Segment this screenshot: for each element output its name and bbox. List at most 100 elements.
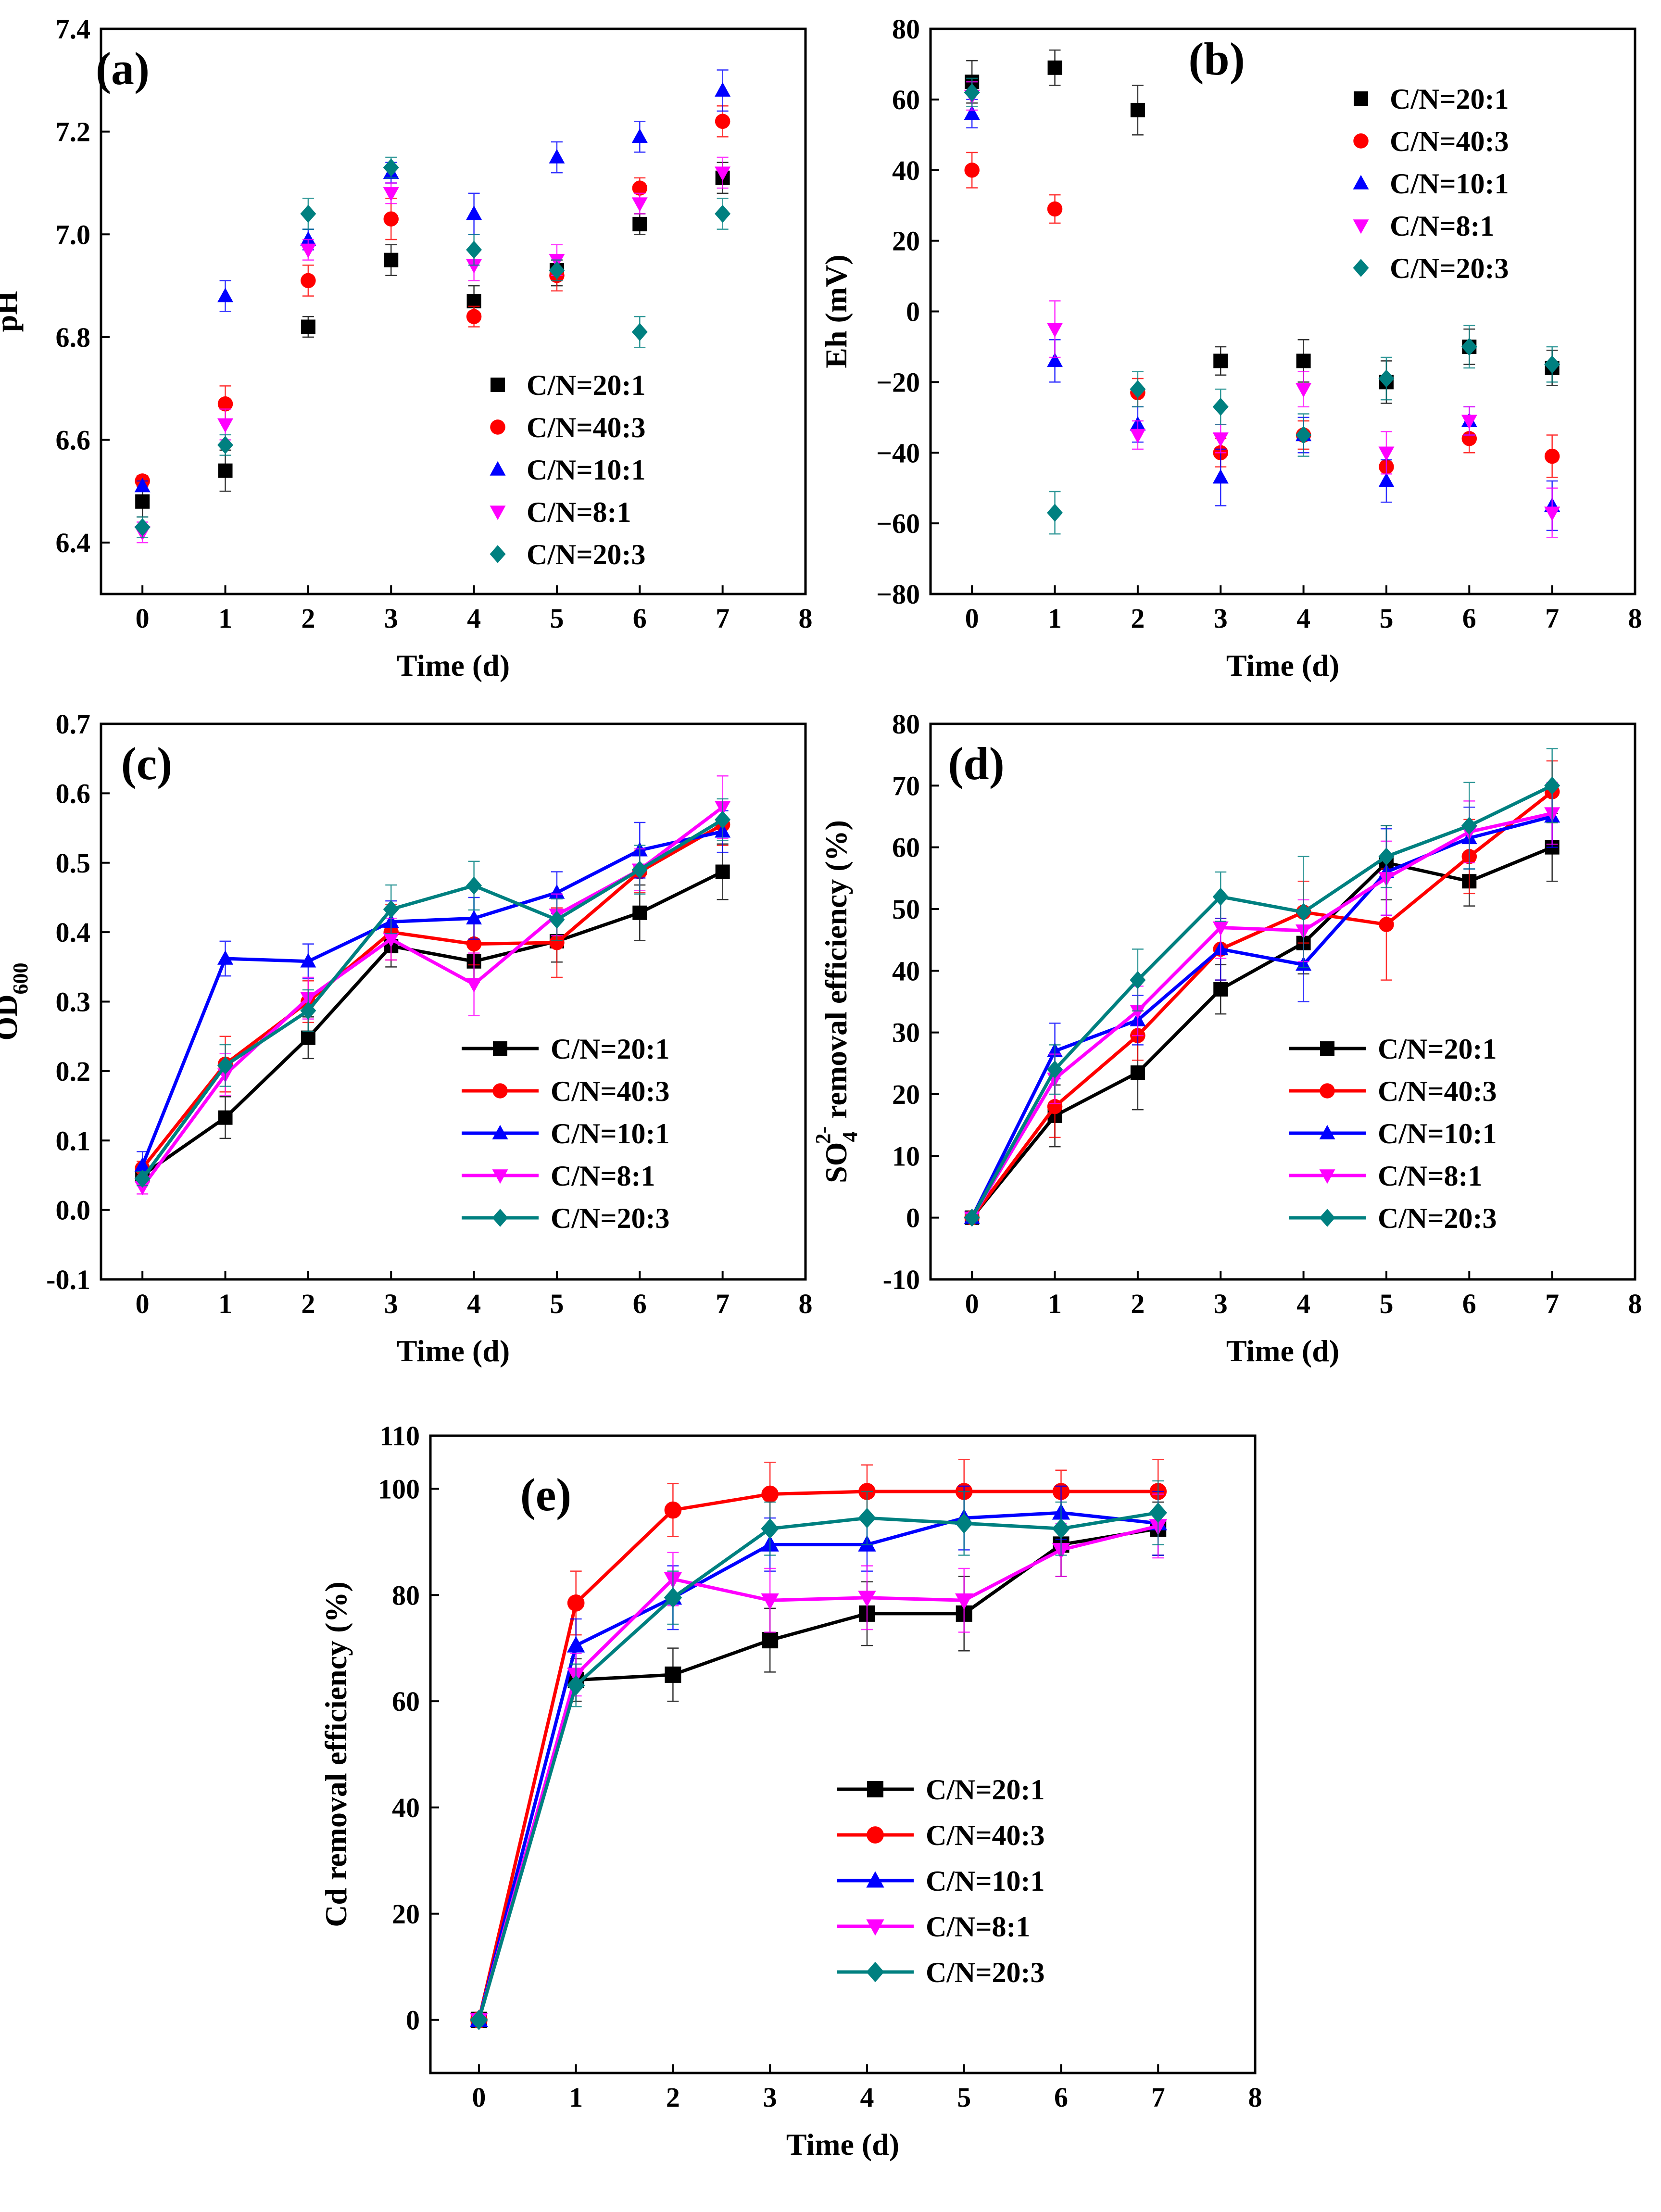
data-point bbox=[466, 876, 482, 895]
series-C/N=8:1 bbox=[470, 1493, 1167, 2030]
x-tick-label: 8 bbox=[1628, 603, 1642, 634]
series-line bbox=[140, 830, 723, 1166]
y-tick-label: 30 bbox=[892, 1017, 920, 1049]
data-point bbox=[217, 288, 234, 303]
y-tick-label: 0.7 bbox=[56, 708, 91, 740]
legend-label: C/N=20:3 bbox=[926, 1957, 1045, 1988]
data-point bbox=[1047, 201, 1063, 217]
data-point bbox=[1461, 415, 1477, 430]
legend-marker bbox=[492, 1125, 508, 1139]
legend-marker bbox=[1353, 133, 1369, 149]
data-point bbox=[383, 187, 399, 202]
data-point bbox=[383, 158, 399, 177]
data-point bbox=[383, 900, 399, 919]
data-point bbox=[761, 1518, 779, 1539]
data-point bbox=[858, 1507, 876, 1529]
data-point bbox=[135, 494, 150, 509]
data-point bbox=[384, 253, 399, 267]
legend-label: C/N=20:3 bbox=[551, 1202, 670, 1234]
chart-panel-b: 0 1 2 3 4 5 6 7 8 −80 −60 −40 −20 0 20 40 60 80 Time (d) Eh… bbox=[819, 13, 1642, 683]
y-tick-label: −20 bbox=[876, 367, 920, 398]
x-tick-label: 3 bbox=[1214, 603, 1228, 634]
series-line bbox=[970, 811, 1553, 1219]
legend-label: C/N=8:1 bbox=[551, 1160, 655, 1192]
data-point bbox=[300, 953, 316, 968]
data-point bbox=[549, 910, 565, 929]
series-line bbox=[477, 1511, 1158, 2021]
data-point bbox=[762, 1632, 779, 1649]
data-point bbox=[466, 240, 482, 259]
x-tick-label: 4 bbox=[467, 1288, 481, 1319]
y-tick-label: -0.1 bbox=[46, 1264, 90, 1295]
legend-marker bbox=[1319, 1209, 1335, 1227]
data-point bbox=[301, 1030, 315, 1045]
legend-label: C/N=20:1 bbox=[926, 1774, 1045, 1806]
data-point bbox=[631, 128, 648, 143]
y-tick-label: 6.4 bbox=[56, 527, 91, 558]
x-tick-label: 5 bbox=[1379, 1288, 1393, 1319]
y-tick-label: 80 bbox=[392, 1580, 420, 1611]
y-tick-label: 80 bbox=[892, 708, 920, 740]
series-line bbox=[477, 1490, 1158, 2021]
x-tick-label: 3 bbox=[763, 2082, 777, 2113]
x-tick-label: 8 bbox=[799, 1288, 813, 1319]
x-tick-label: 7 bbox=[1151, 2082, 1165, 2113]
x-tick-label: 4 bbox=[467, 603, 481, 634]
x-tick-label: 4 bbox=[860, 2082, 874, 2113]
y-tick-label: 20 bbox=[892, 1079, 920, 1110]
y-axis-label: SO42- removal efficiency (%) bbox=[811, 820, 862, 1183]
x-tick-label: 0 bbox=[965, 1288, 979, 1319]
data-point bbox=[1047, 1060, 1063, 1079]
data-point bbox=[466, 294, 481, 309]
data-point bbox=[470, 2010, 488, 2030]
legend: C/N=20:1 C/N=40:3 C/N=10:1 C/N=8:1 C/N=20:3 bbox=[837, 1774, 1045, 1988]
y-tick-label: −80 bbox=[876, 579, 920, 610]
data-point bbox=[964, 83, 980, 101]
legend-marker bbox=[1354, 91, 1368, 106]
data-point bbox=[1296, 354, 1311, 368]
series-C/N=20:3 bbox=[964, 77, 1560, 535]
x-tick-label: 3 bbox=[384, 1288, 398, 1319]
x-tick-label: 6 bbox=[1462, 603, 1476, 634]
data-point bbox=[466, 259, 482, 274]
data-point bbox=[383, 211, 399, 227]
data-point bbox=[955, 1513, 973, 1534]
series-C/N=20:3 bbox=[134, 156, 731, 538]
legend-label: C/N=40:3 bbox=[527, 412, 646, 443]
data-point bbox=[1544, 506, 1560, 521]
data-point bbox=[466, 978, 482, 993]
legend-marker bbox=[490, 419, 505, 435]
panel-label: (c) bbox=[121, 738, 173, 789]
x-tick-label: 2 bbox=[666, 2082, 680, 2113]
series-C/N=10:1 bbox=[134, 69, 731, 493]
legend-label: C/N=20:3 bbox=[527, 539, 646, 570]
series-C/N=20:3 bbox=[470, 1480, 1167, 2030]
data-point bbox=[1213, 982, 1228, 997]
legend-marker bbox=[867, 1826, 884, 1844]
legend-label: C/N=20:1 bbox=[1390, 83, 1509, 115]
data-point bbox=[466, 205, 482, 220]
x-tick-label: 0 bbox=[472, 2082, 486, 2113]
x-tick-label: 2 bbox=[301, 603, 315, 634]
x-tick-label: 4 bbox=[1296, 1288, 1310, 1319]
data-point bbox=[300, 1001, 316, 1020]
data-point bbox=[715, 166, 731, 181]
x-tick-label: 0 bbox=[965, 603, 979, 634]
legend-label: C/N=40:3 bbox=[926, 1820, 1045, 1851]
legend-label: C/N=10:1 bbox=[551, 1118, 670, 1150]
y-tick-label: 0.2 bbox=[56, 1056, 91, 1087]
x-tick-label: 8 bbox=[1628, 1288, 1642, 1319]
data-point bbox=[1130, 102, 1145, 117]
y-tick-label: −40 bbox=[876, 437, 920, 468]
y-tick-label: 0.1 bbox=[56, 1125, 91, 1156]
legend-marker bbox=[867, 1781, 883, 1797]
y-axis-label: OD600 bbox=[0, 963, 32, 1041]
series-C/N=10:1 bbox=[134, 810, 731, 1180]
y-tick-label: 7.0 bbox=[56, 219, 91, 250]
data-point bbox=[1052, 1518, 1070, 1539]
data-point bbox=[1212, 469, 1229, 484]
data-point bbox=[300, 231, 316, 246]
data-point bbox=[761, 1593, 779, 1610]
legend-label: C/N=10:1 bbox=[926, 1865, 1045, 1897]
